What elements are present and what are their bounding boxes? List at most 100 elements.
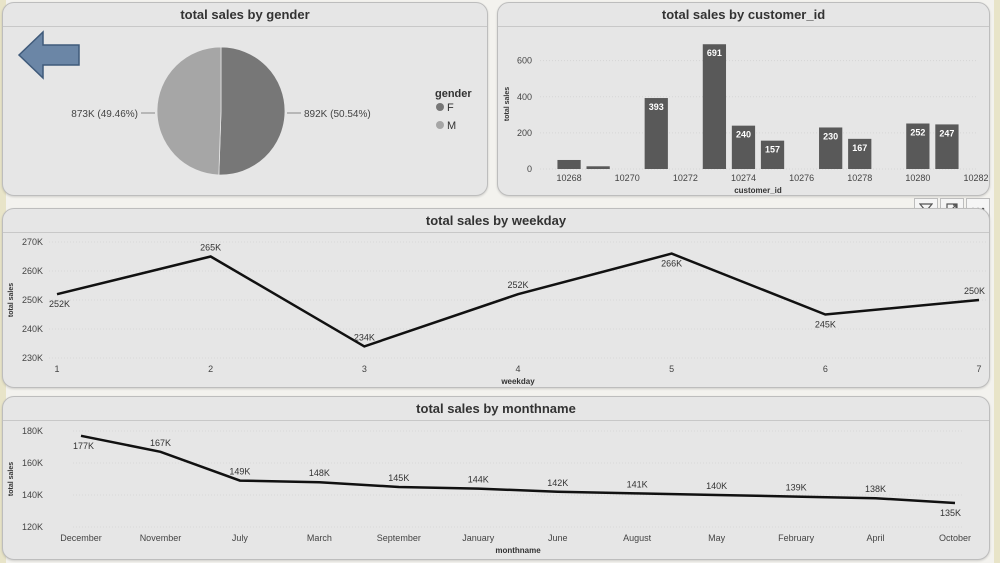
- weekday-series-line: [56, 252, 980, 348]
- bar-x-tick-label: 10270: [615, 173, 640, 183]
- weekday-x-tick-label: 3: [362, 364, 367, 374]
- month-y-tick-label: 140K: [22, 490, 43, 500]
- bar-y-tick-label: 600: [517, 56, 532, 66]
- weekday-x-tick-label: 7: [976, 364, 981, 374]
- bar-y-tick-label: 400: [517, 92, 532, 102]
- gender-chart-title: total sales by gender: [3, 3, 487, 27]
- weekday-data-label: 234K: [354, 332, 375, 342]
- month-y-tick-label: 180K: [22, 426, 43, 436]
- weekday-x-axis-title: weekday: [500, 377, 535, 386]
- month-x-tick-label: May: [708, 533, 726, 543]
- weekday-data-label: 266K: [661, 259, 682, 269]
- gender-pie-svg: 892K (50.54%) 873K (49.46%) gender FM: [71, 46, 472, 176]
- month-y-tick-label: 160K: [22, 458, 43, 468]
- bar-customer-10277: [819, 127, 843, 169]
- legend-marker-m: [436, 121, 444, 129]
- weekday-data-label: 245K: [815, 320, 836, 330]
- weekday-x-tick-label: 5: [669, 364, 674, 374]
- month-x-tick-label: July: [232, 533, 249, 543]
- month-x-tick-label: January: [462, 533, 495, 543]
- bar-data-label: 230: [823, 131, 838, 141]
- month-data-label: 142K: [547, 478, 568, 488]
- weekday-y-tick-label: 230K: [22, 353, 43, 363]
- weekday-x-tick-label: 1: [54, 364, 59, 374]
- month-data-label: 144K: [468, 475, 489, 485]
- weekday-x-tick-label: 6: [823, 364, 828, 374]
- month-x-tick-label: April: [867, 533, 885, 543]
- month-line-visual[interactable]: total sales by monthname 120K 140K 160K 180…: [2, 396, 990, 560]
- bar-x-tick-label: 10274: [731, 173, 756, 183]
- month-data-label: 141K: [627, 479, 648, 489]
- weekday-x-tick-label: 4: [515, 364, 520, 374]
- weekday-line-visual[interactable]: total sales by weekday 230K 240K 250K 260K 2…: [2, 208, 990, 388]
- bar-x-tick-label: 10278: [847, 173, 872, 183]
- month-x-tick-label: November: [140, 533, 182, 543]
- weekday-y-tick-label: 250K: [22, 295, 43, 305]
- weekday-y-axis-title: total sales: [8, 283, 15, 317]
- legend-title: gender: [435, 88, 472, 100]
- bar-data-label: 247: [939, 128, 954, 138]
- bar-data-label: 167: [852, 143, 867, 153]
- pie-slice-m: [156, 46, 222, 176]
- month-line-svg: 120K 140K 160K 180K 177K 167K 149K 148K 145K 144K…: [8, 426, 971, 555]
- month-data-label: 167K: [150, 438, 171, 448]
- bar-x-tick-label: 10280: [905, 173, 930, 183]
- month-x-tick-label: March: [307, 533, 332, 543]
- month-y-axis-title: total sales: [8, 462, 15, 496]
- weekday-chart-title: total sales by weekday: [3, 209, 989, 233]
- bar-customer-10280: [906, 123, 930, 169]
- bar-x-tick-label: 10272: [673, 173, 698, 183]
- weekday-data-label: 250K: [964, 286, 985, 296]
- gender-pie-visual[interactable]: total sales by gender 892K (50.54%) 873K …: [2, 2, 488, 196]
- customer-chart-title: total sales by customer_id: [498, 3, 989, 27]
- month-data-label: 135K: [940, 508, 961, 518]
- month-x-tick-label: February: [778, 533, 815, 543]
- month-x-tick-label: December: [60, 533, 102, 543]
- weekday-y-tick-label: 240K: [22, 324, 43, 334]
- weekday-data-label: 265K: [200, 243, 221, 253]
- pie-data-label: 892K (50.54%): [304, 109, 371, 120]
- month-x-tick-label: September: [377, 533, 421, 543]
- bar-data-label: 252: [910, 128, 925, 138]
- month-series-line: [80, 434, 956, 505]
- month-x-axis-title: monthname: [495, 546, 541, 555]
- legend-marker-f: [436, 103, 444, 111]
- bar-x-tick-label: 10268: [557, 173, 582, 183]
- weekday-line-svg: 230K 240K 250K 260K 270K 252K 265K 234K 252K 266K…: [8, 237, 987, 386]
- bar-x-tick-label: 10282: [963, 173, 988, 183]
- month-data-label: 138K: [865, 484, 886, 494]
- weekday-data-label: 252K: [49, 299, 70, 309]
- month-data-label: 145K: [388, 473, 409, 483]
- legend-item-f: F: [447, 102, 454, 114]
- bar-x-tick-label: 10276: [789, 173, 814, 183]
- month-x-tick-label: August: [623, 533, 652, 543]
- pie-slice-f: [218, 46, 286, 176]
- month-data-label: 139K: [786, 483, 807, 493]
- bar-data-label: 393: [649, 102, 664, 112]
- bar-customer-10275: [760, 140, 785, 169]
- bar-x-axis-title: customer_id: [734, 186, 782, 195]
- bar-y-tick-label: 200: [517, 128, 532, 138]
- month-y-tick-label: 120K: [22, 522, 43, 532]
- month-data-label: 148K: [309, 468, 330, 478]
- canvas-edge-right: [994, 0, 1000, 563]
- bar-data-label: 240: [736, 130, 751, 140]
- month-x-tick-label: June: [548, 533, 568, 543]
- weekday-x-tick-label: 2: [208, 364, 213, 374]
- month-chart-title: total sales by monthname: [3, 397, 989, 421]
- customer-bar-svg: 0 200 400 600 393 691 240 157 230 167 252 247 10268 1…: [504, 44, 989, 195]
- weekday-data-label: 252K: [507, 280, 528, 290]
- arrow-left-icon: [17, 30, 80, 80]
- bar-data-label: 691: [707, 48, 722, 58]
- bar-y-axis-title: total sales: [504, 87, 511, 121]
- month-data-label: 177K: [73, 441, 94, 451]
- month-data-label: 149K: [229, 467, 250, 477]
- bar-customer-10271: [644, 98, 668, 169]
- pie-data-label: 873K (49.46%): [71, 109, 138, 120]
- month-data-label: 140K: [706, 481, 727, 491]
- bar-customer-10269: [586, 166, 610, 169]
- bar-data-label: 157: [765, 145, 780, 155]
- customer-bar-visual[interactable]: total sales by customer_id 0 200 400 600 393…: [497, 2, 990, 196]
- month-x-tick-label: October: [939, 533, 971, 543]
- bar-customer-10278: [848, 138, 872, 169]
